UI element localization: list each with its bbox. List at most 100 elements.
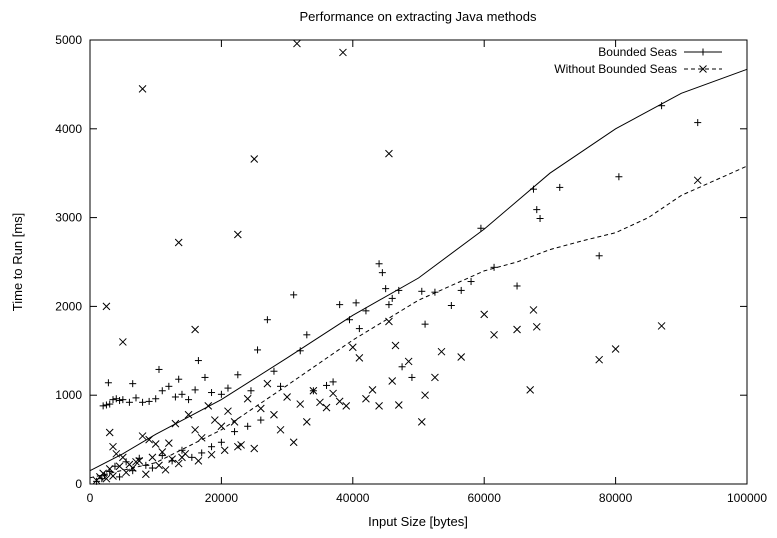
data-point-plus <box>385 301 393 309</box>
data-point-plus <box>188 453 196 461</box>
data-point-cross <box>118 338 127 346</box>
x-tick-label: 60000 <box>468 491 502 505</box>
data-point-cross <box>158 448 167 456</box>
data-point-cross <box>657 322 666 330</box>
data-point-cross <box>437 347 446 356</box>
data-point-plus <box>93 477 101 485</box>
data-point-plus <box>536 214 544 222</box>
data-point-plus <box>323 381 331 389</box>
data-point-plus <box>191 386 199 394</box>
data-point-plus <box>431 288 439 296</box>
x-tick-label: 80000 <box>599 491 633 505</box>
data-point-cross <box>526 386 535 394</box>
data-point-cross <box>164 439 173 448</box>
data-point-cross <box>457 353 466 361</box>
data-point-cross <box>109 472 117 480</box>
data-point-cross <box>102 474 111 483</box>
data-point-plus <box>418 287 426 295</box>
data-point-plus <box>296 347 304 355</box>
data-point-plus <box>408 373 416 381</box>
data-point-plus <box>467 278 475 286</box>
data-point-plus <box>201 373 209 381</box>
data-point-cross <box>293 39 301 48</box>
data-point-plus <box>175 375 183 383</box>
data-point-plus <box>556 183 564 191</box>
data-point-plus <box>217 438 225 446</box>
data-point-cross <box>174 459 183 468</box>
data-point-plus <box>447 302 455 310</box>
data-point-cross <box>339 48 347 57</box>
data-point-cross <box>168 455 176 463</box>
data-point-cross <box>230 417 239 426</box>
data-point-plus <box>148 464 156 472</box>
data-point-plus <box>125 398 133 406</box>
data-point-cross <box>145 435 153 444</box>
data-point-plus <box>398 363 406 371</box>
data-point-plus <box>171 393 179 401</box>
data-point-cross <box>375 402 383 410</box>
data-point-plus <box>395 286 403 294</box>
data-point-cross <box>181 449 190 458</box>
series-1 <box>89 39 748 485</box>
data-point-plus <box>277 382 285 390</box>
data-point-plus <box>185 396 193 404</box>
data-point-plus <box>129 380 137 388</box>
data-point-plus <box>658 102 666 110</box>
data-point-cross <box>243 394 252 403</box>
data-point-cross <box>431 373 439 382</box>
plot-frame <box>89 39 748 485</box>
series-0 <box>89 68 748 485</box>
data-point-cross <box>513 325 521 334</box>
data-point-cross <box>224 407 232 416</box>
data-point-plus <box>178 390 186 398</box>
data-point-cross <box>296 400 305 408</box>
data-point-cross <box>404 357 413 366</box>
data-point-cross <box>263 379 272 388</box>
data-point-cross <box>174 238 183 247</box>
data-point-plus <box>346 316 354 324</box>
data-point-plus <box>152 395 160 403</box>
data-point-plus <box>247 387 255 395</box>
data-point-cross <box>115 462 124 471</box>
data-point-plus <box>270 367 278 375</box>
data-point-cross <box>233 230 242 239</box>
data-point-cross <box>490 330 498 339</box>
chart-title: Performance on extracting Java methods <box>299 9 537 24</box>
data-point-cross <box>270 410 278 419</box>
y-tick-label: 3000 <box>55 211 82 225</box>
data-point-plus <box>595 252 603 260</box>
data-point-cross <box>329 389 337 398</box>
data-point-plus <box>116 397 124 405</box>
data-point-plus <box>362 307 370 315</box>
data-point-cross <box>256 404 265 413</box>
data-point-plus <box>388 294 396 302</box>
data-point-plus <box>217 390 225 398</box>
data-point-cross <box>283 393 291 401</box>
y-tick-labels: 0 1000 2000 3000 4000 5000 <box>55 33 82 491</box>
data-point-cross <box>611 345 620 353</box>
x-tick-labels: 0 20000 40000 60000 80000 100000 <box>87 491 768 505</box>
y-tick-label: 5000 <box>55 33 82 47</box>
data-point-cross <box>128 464 137 472</box>
series-fit-line <box>89 165 748 479</box>
data-point-cross <box>184 410 193 419</box>
data-point-cross <box>421 391 429 400</box>
data-point-plus <box>421 320 429 328</box>
data-point-plus <box>198 449 206 457</box>
data-point-plus <box>303 331 311 339</box>
data-point-plus <box>615 173 623 181</box>
data-point-cross <box>595 355 604 364</box>
data-point-cross <box>138 432 147 440</box>
legend-label: Bounded Seas <box>598 45 677 59</box>
data-point-cross <box>191 425 199 434</box>
data-point-cross <box>105 465 114 473</box>
data-point-cross <box>322 403 331 412</box>
data-point-plus <box>116 473 124 481</box>
data-point-cross <box>250 444 259 453</box>
data-point-cross <box>148 453 157 462</box>
data-point-plus <box>529 185 537 193</box>
data-point-cross <box>355 354 364 362</box>
y-axis-label: Time to Run [ms] <box>10 213 25 311</box>
data-point-plus <box>208 389 216 397</box>
data-point-plus <box>158 387 166 395</box>
